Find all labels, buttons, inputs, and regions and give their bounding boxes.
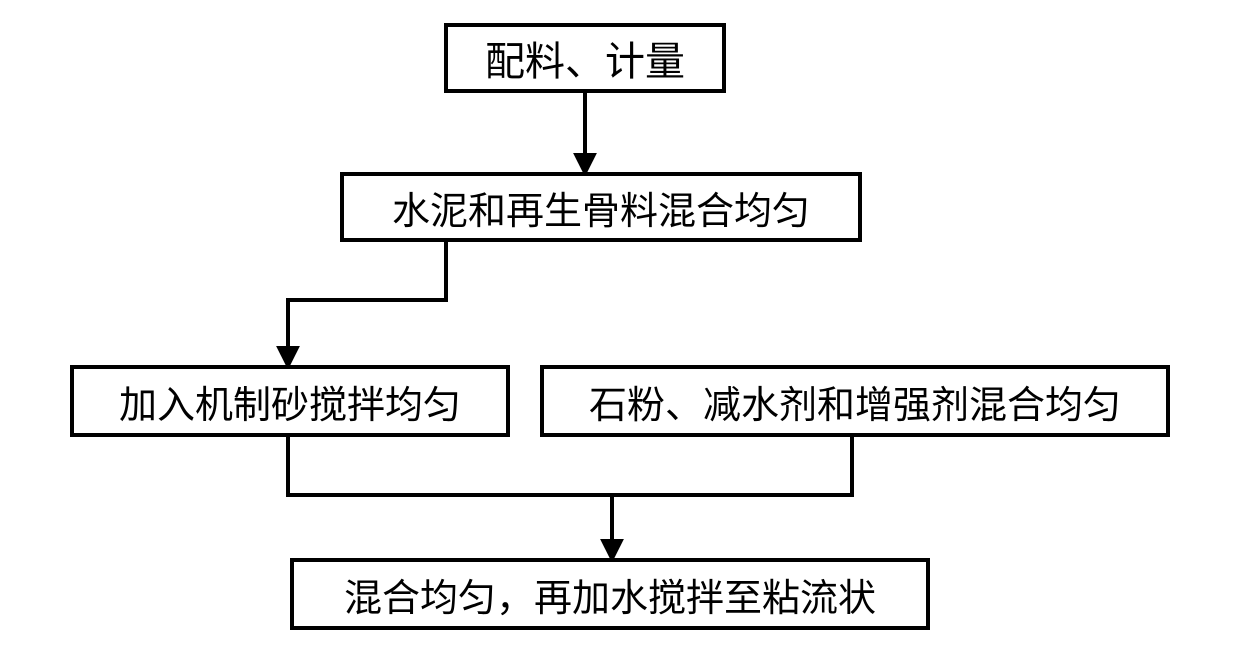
edge-3 bbox=[612, 437, 852, 495]
node-n4: 石粉、减水剂和增强剂混合均匀 bbox=[540, 365, 1170, 437]
node-n3: 加入机制砂搅拌均匀 bbox=[70, 365, 510, 437]
node-label: 配料、计量 bbox=[485, 29, 685, 87]
node-n2: 水泥和再生骨料混合均匀 bbox=[340, 172, 862, 242]
edge-2 bbox=[288, 437, 612, 558]
node-label: 石粉、减水剂和增强剂混合均匀 bbox=[589, 374, 1121, 429]
node-label: 混合均匀，再加水搅拌至粘流状 bbox=[344, 567, 876, 622]
node-n1: 配料、计量 bbox=[444, 23, 726, 93]
node-n5: 混合均匀，再加水搅拌至粘流状 bbox=[290, 558, 930, 630]
flowchart-canvas: 配料、计量水泥和再生骨料混合均匀加入机制砂搅拌均匀 石粉、减水剂和增强剂混合均匀混… bbox=[0, 0, 1240, 669]
node-label: 加入机制砂搅拌均匀 bbox=[119, 374, 461, 429]
edge-1 bbox=[288, 242, 446, 365]
node-label: 水泥和再生骨料混合均匀 bbox=[392, 180, 810, 235]
